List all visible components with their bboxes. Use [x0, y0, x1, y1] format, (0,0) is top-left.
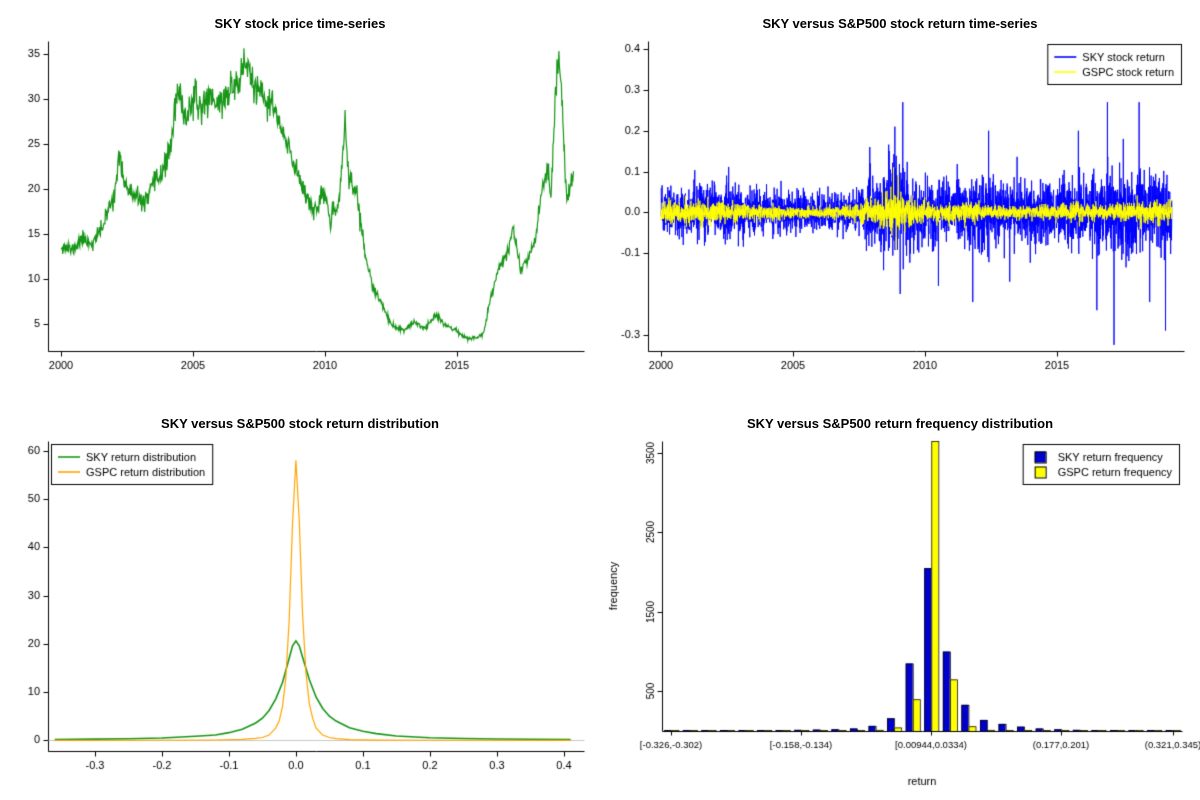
return-timeseries-chart-title: SKY versus S&P500 stock return time-seri…	[762, 16, 1038, 31]
return-distribution-chart-canvas	[0, 433, 600, 793]
sky-price-chart-canvas	[0, 33, 600, 393]
return-distribution-chart-title: SKY versus S&P500 stock return distribut…	[161, 416, 439, 431]
panel-return-distribution: SKY versus S&P500 stock return distribut…	[0, 400, 600, 800]
panel-sky-price: SKY stock price time-series	[0, 0, 600, 400]
sky-price-chart-title: SKY stock price time-series	[214, 16, 386, 31]
panel-return-timeseries: SKY versus S&P500 stock return time-seri…	[600, 0, 1200, 400]
return-frequency-chart-title: SKY versus S&P500 return frequency distr…	[746, 416, 1054, 431]
return-frequency-chart-canvas	[600, 433, 1200, 793]
panel-return-frequency: SKY versus S&P500 return frequency distr…	[600, 400, 1200, 800]
return-timeseries-chart-canvas	[600, 33, 1200, 393]
